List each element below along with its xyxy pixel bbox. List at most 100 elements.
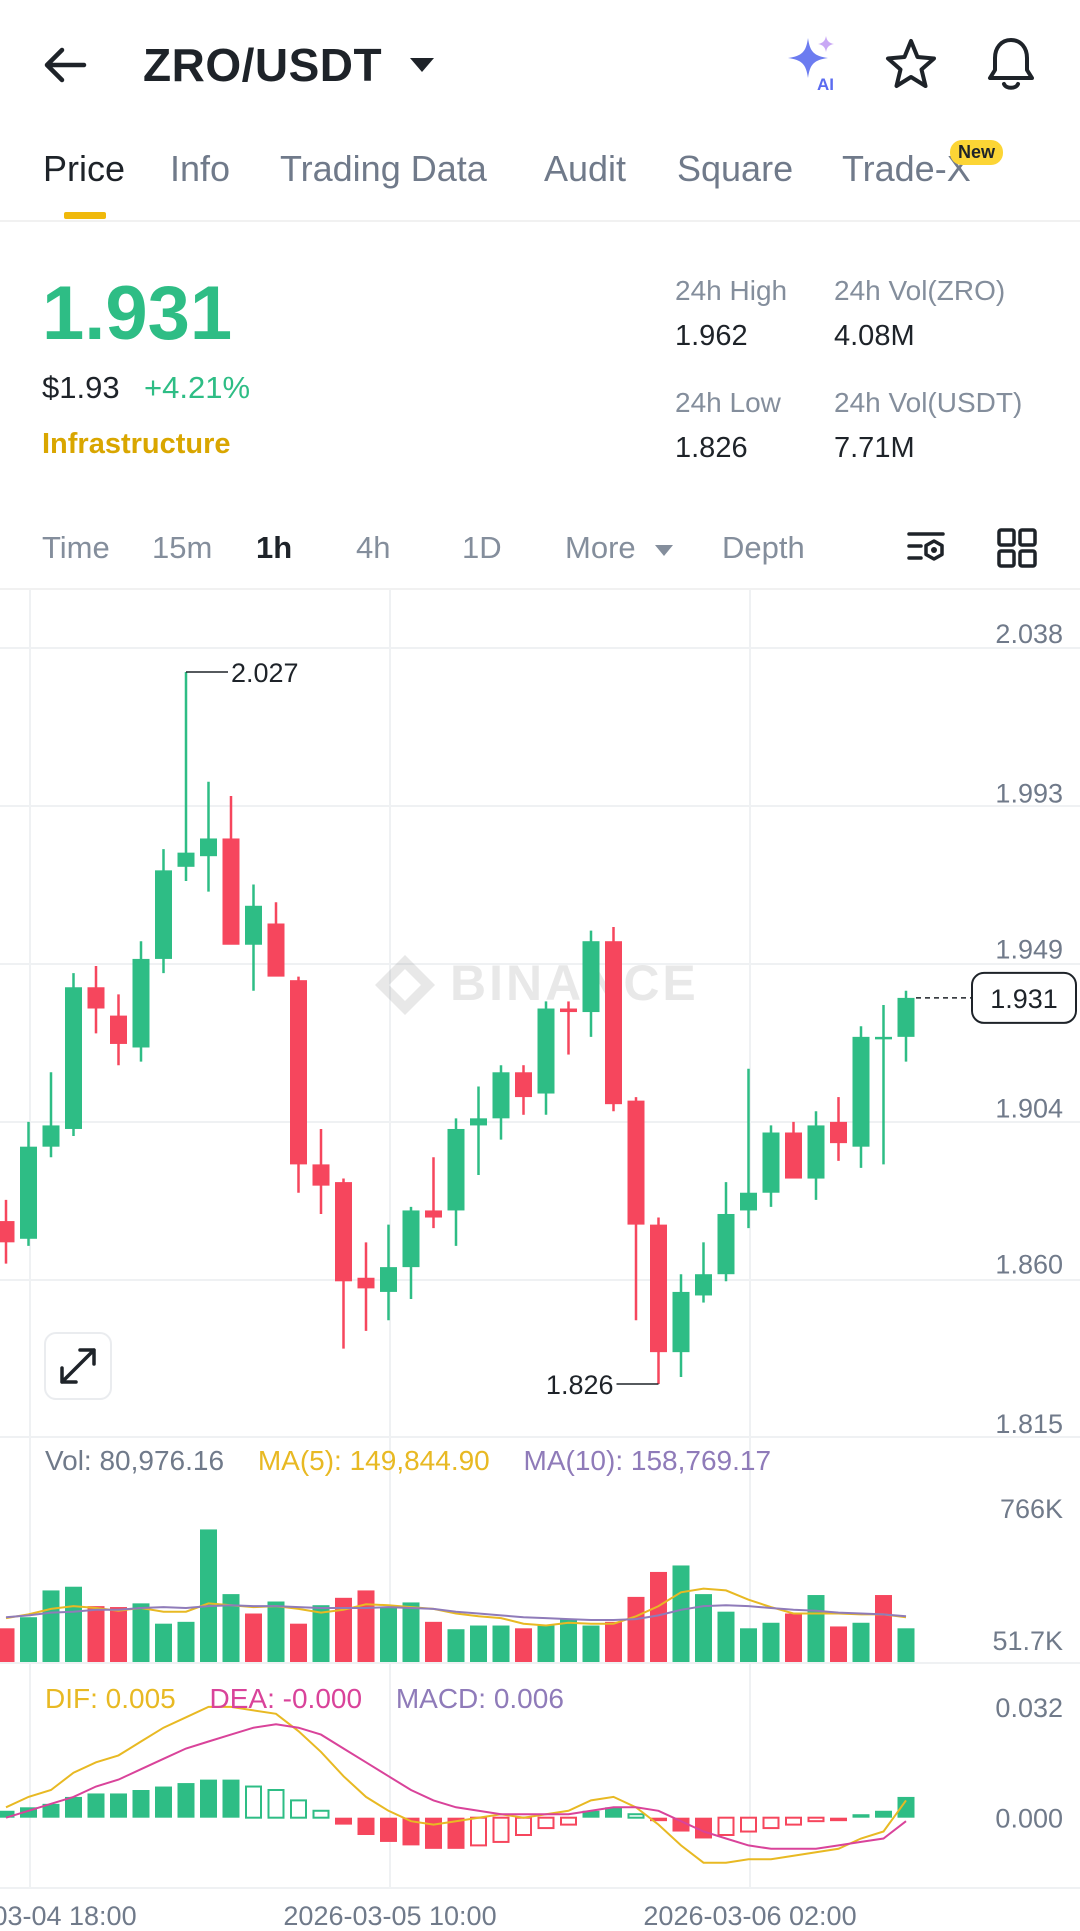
volume-bar [897,1628,915,1662]
tab-price[interactable]: Price [43,148,126,189]
candle-body [740,1192,757,1211]
high-marker-label: 2.027 [231,658,299,688]
volume-axis-label: 51.7K [992,1626,1063,1656]
macd-bar [672,1817,690,1832]
back-arrow-icon[interactable] [40,40,100,90]
macd-bar [110,1793,127,1818]
volume-bar [470,1625,487,1662]
layout-grid-icon[interactable] [995,526,1039,575]
volume-bar [875,1595,892,1662]
high-label: 24h High [675,275,788,306]
pair-title[interactable]: ZRO/USDT [143,39,383,91]
tab-trading-data[interactable]: Trading Data [280,148,487,189]
candle-body [852,1036,870,1147]
candle-body [672,1291,690,1353]
more-caret-icon[interactable] [654,544,674,563]
candle-body [20,1146,37,1239]
last-price-box [971,971,1077,1024]
macd-histogram [0,1779,915,1849]
tf-1h[interactable]: 1h [256,530,293,565]
macd-bar [222,1779,240,1818]
macd-bar [830,1817,847,1822]
kline-chart[interactable]: BINANCE 2.027 1.826 2.038 1.993 1.949 1.904 1… [0,590,1080,1931]
volume-bar [582,1625,600,1662]
volume-bar [335,1597,352,1662]
volume-bars [0,1529,915,1662]
macd-bar [875,1810,892,1818]
tab-info[interactable]: Info [170,148,231,189]
volume-bar [222,1594,240,1662]
volume-bar [740,1628,757,1662]
macd-bar [537,1816,555,1830]
vol-ma5-label: MA(5): 149,844.90 [257,1445,490,1476]
tab-trade-x[interactable]: Trade-X [842,148,971,189]
dif-label: DIF: 0.005 [45,1683,176,1714]
tf-4h[interactable]: 4h [356,530,391,565]
macd-bar [290,1799,307,1819]
macd-bar [560,1816,577,1826]
candle-body [807,1125,825,1179]
candle-body [65,987,82,1129]
star-icon[interactable] [882,36,940,94]
volume-legend: Vol: 80,976.16 MA(5): 149,844.90 MA(10):… [45,1445,771,1477]
candle-body [492,1072,510,1119]
chart-settings-icon[interactable] [905,526,949,575]
candle-body [177,852,195,867]
usd-price: $1.93 [42,370,120,405]
macd-bar [20,1807,37,1818]
volume-bar [65,1586,82,1662]
macd-bar [515,1816,532,1836]
volume-bar [515,1628,532,1662]
volume-bar [537,1625,555,1662]
macd-bar [245,1785,262,1819]
candle-body [897,997,915,1037]
dea-line [5,1723,907,1850]
volume-ma-lines [5,1587,907,1627]
active-tab-indicator [64,212,106,219]
candle-body [717,1213,735,1275]
timeframe-bar: Time 15m 1h 4h 1D More Depth [0,512,1080,582]
volume-bar [380,1607,397,1662]
ai-sparkle-icon[interactable]: AI [782,34,842,94]
tab-square[interactable]: Square [677,148,794,189]
volume-bar [87,1606,105,1662]
volume-bar [492,1625,510,1662]
candle-body [87,987,105,1009]
macd-axis-label: 0.000 [995,1804,1063,1834]
macd-bar [762,1816,780,1830]
volume-bar [785,1613,802,1662]
volume-bar [762,1622,780,1662]
tf-15m[interactable]: 15m [152,530,213,565]
vol-ma10-label: MA(10): 158,769.17 [523,1445,772,1476]
candle-body [447,1128,465,1211]
macd-bar [155,1786,172,1818]
expand-chart-icon[interactable] [44,1332,112,1400]
macd-bar [605,1807,622,1818]
tf-depth[interactable]: Depth [722,530,805,565]
bell-icon[interactable] [982,34,1040,94]
candle-body [290,980,307,1165]
candle-body [110,1015,127,1044]
candle-body [537,1008,555,1094]
tf-time[interactable]: Time [42,530,110,565]
macd-bar [267,1789,285,1819]
macd-bar [380,1817,397,1842]
caret-down-icon[interactable] [407,50,437,80]
macd-bar [447,1817,465,1849]
last-price-value: 1.931 [990,984,1058,1014]
macd-bar [87,1793,105,1818]
volume-bar [177,1621,195,1662]
volume-bar [852,1622,870,1662]
last-price-tag: 1.931 [916,971,1077,1024]
tf-1d[interactable]: 1D [462,530,502,565]
tf-more[interactable]: More [565,530,636,565]
macd-bar [807,1816,825,1823]
tab-audit[interactable]: Audit [544,148,627,189]
volume-bar [267,1601,285,1662]
sector-tag[interactable]: Infrastructure [42,428,231,460]
last-price: 1.931 [42,271,233,356]
macd-bar [785,1816,802,1826]
low-marker-label: 1.826 [546,1370,614,1400]
volume-bar [830,1626,847,1662]
candle-body [245,905,262,945]
